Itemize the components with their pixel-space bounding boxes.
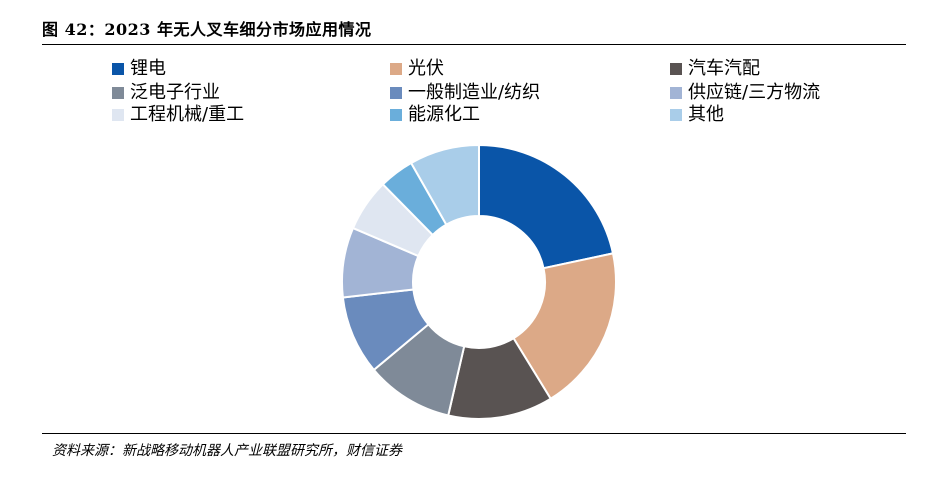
donut-slice-lithium [478,143,615,270]
legend-swatch [670,109,682,121]
legend-item-electronics: 泛电子行业 [112,82,220,104]
legend-swatch [112,63,124,75]
legend-label: 一般制造业/纺织 [408,82,541,103]
legend-swatch [670,63,682,75]
legend-swatch [112,87,124,99]
figure-title: 图 42：2023 年无人叉车细分市场应用情况 [42,20,372,39]
legend-label: 泛电子行业 [130,82,220,103]
donut-slice-photovoltaic [512,252,617,401]
bottom-rule [42,433,906,434]
legend-label: 汽车汽配 [688,58,760,79]
legend-item-energy-chemical: 能源化工 [390,104,480,126]
legend-item-general-manufacturing: 一般制造业/纺织 [390,82,540,104]
legend-item-supply-chain: 供应链/三方物流 [670,82,820,104]
legend-label: 光伏 [408,58,444,79]
legend-swatch [390,63,402,75]
legend-item-lithium: 锂电 [112,58,166,80]
legend-swatch [390,87,402,99]
donut-slice-other [409,143,480,227]
legend-swatch [390,109,402,121]
top-rule [42,44,906,45]
legend-label: 工程机械/重工 [130,104,245,125]
legend-label: 能源化工 [408,104,480,125]
legend-item-construction-machinery: 工程机械/重工 [112,104,244,126]
legend-label: 其他 [688,104,724,125]
donut-slices [341,143,617,420]
legend-label: 锂电 [130,58,166,79]
legend-swatch [670,87,682,99]
legend-item-other: 其他 [670,104,724,126]
legend-swatch [112,109,124,121]
legend-label: 供应链/三方物流 [688,82,821,103]
legend-item-automotive: 汽车汽配 [670,58,760,80]
legend-item-photovoltaic: 光伏 [390,58,444,80]
source-note: 资料来源：新战略移动机器人产业联盟研究所，财信证券 [52,443,402,459]
